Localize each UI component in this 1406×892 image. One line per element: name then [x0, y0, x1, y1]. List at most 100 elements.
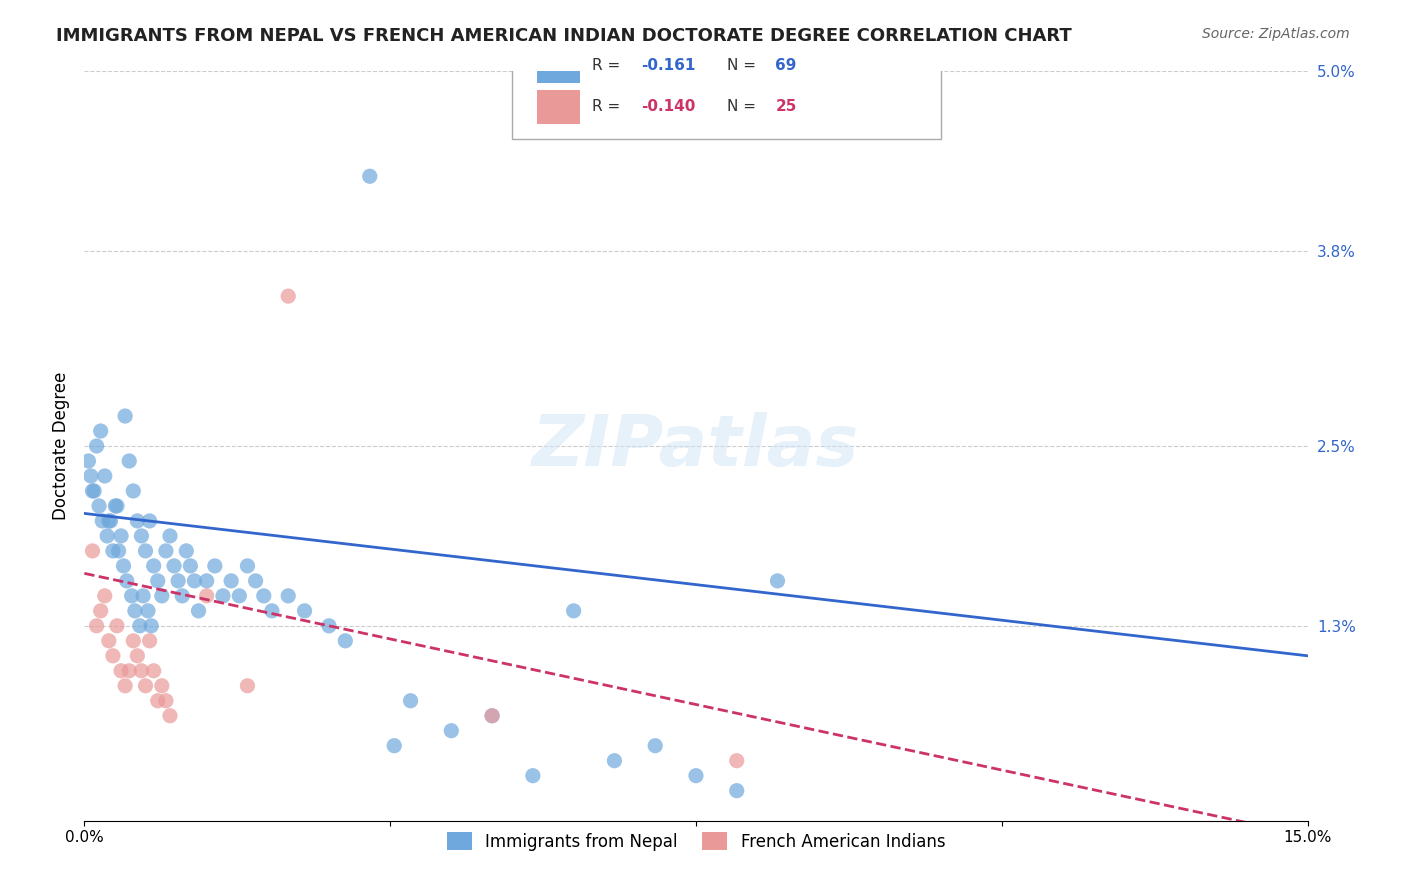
Immigrants from Nepal — [80, 469, 103, 483]
Immigrants from Nepal — [83, 483, 105, 498]
Immigrants from Nepal — [110, 529, 132, 543]
Immigrants from Nepal — [87, 499, 110, 513]
Immigrants from Nepal — [132, 589, 155, 603]
French American Indians — [114, 679, 136, 693]
French American Indians — [142, 664, 165, 678]
Immigrants from Nepal — [146, 574, 169, 588]
French American Indians — [90, 604, 112, 618]
Immigrants from Nepal — [155, 544, 177, 558]
French American Indians — [159, 708, 181, 723]
French American Indians — [131, 664, 153, 678]
Immigrants from Nepal — [245, 574, 267, 588]
Text: Source: ZipAtlas.com: Source: ZipAtlas.com — [1202, 27, 1350, 41]
French American Indians — [481, 708, 503, 723]
French American Indians — [135, 679, 157, 693]
Text: -0.140: -0.140 — [641, 99, 696, 114]
Immigrants from Nepal — [187, 604, 209, 618]
Immigrants from Nepal — [107, 544, 129, 558]
Immigrants from Nepal — [172, 589, 194, 603]
Immigrants from Nepal — [440, 723, 463, 738]
Immigrants from Nepal — [228, 589, 250, 603]
FancyBboxPatch shape — [537, 90, 579, 124]
Immigrants from Nepal — [115, 574, 138, 588]
Immigrants from Nepal — [128, 619, 150, 633]
Immigrants from Nepal — [121, 589, 143, 603]
Text: N =: N = — [727, 99, 761, 114]
Immigrants from Nepal — [359, 169, 381, 184]
Text: N =: N = — [727, 58, 761, 73]
FancyBboxPatch shape — [537, 49, 579, 83]
Immigrants from Nepal — [212, 589, 235, 603]
Text: ZIPatlas: ZIPatlas — [533, 411, 859, 481]
Immigrants from Nepal — [204, 558, 226, 573]
Immigrants from Nepal — [179, 558, 201, 573]
Immigrants from Nepal — [260, 604, 283, 618]
French American Indians — [97, 633, 120, 648]
Immigrants from Nepal — [725, 783, 748, 797]
Immigrants from Nepal — [142, 558, 165, 573]
French American Indians — [236, 679, 259, 693]
Immigrants from Nepal — [236, 558, 259, 573]
Immigrants from Nepal — [167, 574, 190, 588]
French American Indians — [146, 694, 169, 708]
Immigrants from Nepal — [253, 589, 276, 603]
Immigrants from Nepal — [481, 708, 503, 723]
Immigrants from Nepal — [382, 739, 405, 753]
Immigrants from Nepal — [294, 604, 316, 618]
French American Indians — [138, 633, 160, 648]
Immigrants from Nepal — [399, 694, 422, 708]
FancyBboxPatch shape — [513, 34, 941, 139]
French American Indians — [105, 619, 128, 633]
Text: R =: R = — [592, 99, 626, 114]
Immigrants from Nepal — [90, 424, 112, 438]
Immigrants from Nepal — [562, 604, 585, 618]
French American Indians — [93, 589, 115, 603]
French American Indians — [150, 679, 173, 693]
Immigrants from Nepal — [91, 514, 114, 528]
Immigrants from Nepal — [122, 483, 145, 498]
French American Indians — [118, 664, 141, 678]
Immigrants from Nepal — [174, 544, 197, 558]
Immigrants from Nepal — [163, 558, 186, 573]
Immigrants from Nepal — [104, 499, 127, 513]
Immigrants from Nepal — [124, 604, 146, 618]
Immigrants from Nepal — [603, 754, 626, 768]
Immigrants from Nepal — [127, 514, 149, 528]
Immigrants from Nepal — [77, 454, 100, 468]
Immigrants from Nepal — [150, 589, 173, 603]
Immigrants from Nepal — [105, 499, 128, 513]
French American Indians — [122, 633, 145, 648]
Immigrants from Nepal — [766, 574, 789, 588]
Immigrants from Nepal — [118, 454, 141, 468]
Immigrants from Nepal — [183, 574, 205, 588]
French American Indians — [101, 648, 124, 663]
Immigrants from Nepal — [644, 739, 666, 753]
Legend: Immigrants from Nepal, French American Indians: Immigrants from Nepal, French American I… — [440, 826, 952, 857]
French American Indians — [277, 289, 299, 303]
Immigrants from Nepal — [96, 529, 118, 543]
Immigrants from Nepal — [112, 558, 135, 573]
Immigrants from Nepal — [318, 619, 340, 633]
Immigrants from Nepal — [685, 769, 707, 783]
Immigrants from Nepal — [277, 589, 299, 603]
Text: IMMIGRANTS FROM NEPAL VS FRENCH AMERICAN INDIAN DOCTORATE DEGREE CORRELATION CHA: IMMIGRANTS FROM NEPAL VS FRENCH AMERICAN… — [56, 27, 1071, 45]
Text: R =: R = — [592, 58, 626, 73]
Text: -0.161: -0.161 — [641, 58, 696, 73]
Text: 25: 25 — [776, 99, 797, 114]
Immigrants from Nepal — [141, 619, 163, 633]
Immigrants from Nepal — [82, 483, 104, 498]
French American Indians — [127, 648, 149, 663]
French American Indians — [110, 664, 132, 678]
Text: 69: 69 — [776, 58, 797, 73]
Immigrants from Nepal — [93, 469, 115, 483]
Immigrants from Nepal — [101, 544, 124, 558]
Y-axis label: Doctorate Degree: Doctorate Degree — [52, 372, 70, 520]
French American Indians — [82, 544, 104, 558]
French American Indians — [155, 694, 177, 708]
Immigrants from Nepal — [131, 529, 153, 543]
Immigrants from Nepal — [97, 514, 120, 528]
Immigrants from Nepal — [219, 574, 242, 588]
Immigrants from Nepal — [114, 409, 136, 423]
French American Indians — [86, 619, 108, 633]
French American Indians — [725, 754, 748, 768]
